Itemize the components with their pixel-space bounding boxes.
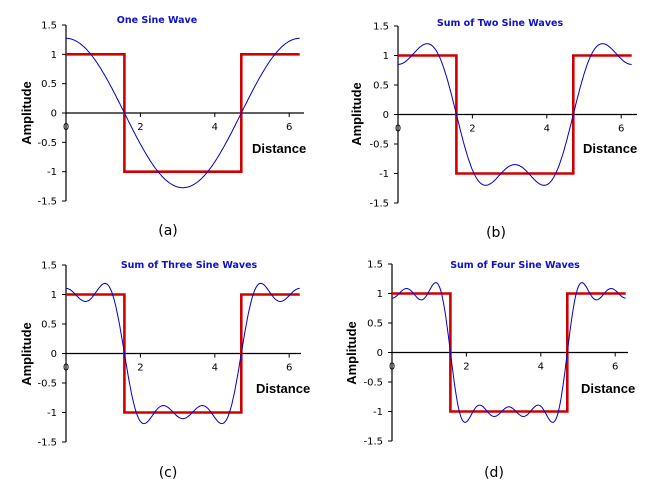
y-tick-label: -1.5	[369, 199, 389, 210]
x-axis-label: Distance	[581, 381, 635, 396]
panel-label: (c)	[159, 465, 178, 481]
y-tick-label: 0.5	[373, 81, 389, 92]
y-tick-label: 1.5	[373, 22, 389, 33]
y-tick-label: -1.5	[37, 438, 57, 449]
square-wave-line	[66, 293, 300, 414]
chart-panel-b: Sum of Two Sine Waves Amplitude Distance…	[349, 18, 637, 241]
y-tick-label: -1	[47, 167, 57, 178]
y-tick-label: 1	[383, 51, 389, 62]
x-axis-label: Distance	[252, 141, 306, 156]
y-tick-label: -0.5	[37, 379, 57, 390]
x-tick-label: 4	[538, 362, 544, 373]
y-tick-label: -1.5	[363, 437, 383, 448]
x-tick-label: 0	[63, 363, 69, 374]
x-tick-label: 0	[63, 122, 69, 133]
y-tick-label: -0.5	[363, 378, 383, 389]
y-tick-label: 0.5	[367, 319, 383, 330]
y-tick-label: -1	[373, 407, 383, 418]
x-tick-label: 6	[286, 363, 292, 374]
x-tick-label: 6	[286, 122, 292, 133]
x-tick-label: 6	[618, 124, 624, 135]
y-tick-label: 1.5	[41, 261, 57, 272]
fourier-sum-line	[392, 282, 626, 423]
fourier-sum-line	[66, 282, 300, 425]
chart-panel-a: One Sine Wave Amplitude Distance (a) 1.5…	[19, 15, 306, 239]
square-wave-line	[398, 54, 632, 175]
y-tick-label: 1.5	[41, 21, 57, 32]
y-tick-label: -0.5	[37, 138, 57, 149]
y-tick-label: -1	[47, 408, 57, 419]
y-axis-label: Amplitude	[344, 321, 359, 385]
y-tick-label: -1.5	[37, 197, 57, 208]
y-axis-label: Amplitude	[19, 322, 34, 386]
chart-title: Sum of Three Sine Waves	[121, 260, 258, 271]
x-tick-label: 0	[395, 124, 401, 135]
y-tick-label: -0.5	[369, 140, 389, 151]
x-tick-label: 0	[389, 362, 395, 373]
x-tick-label: 4	[544, 124, 550, 135]
y-tick-label: 1.5	[367, 260, 383, 271]
y-tick-label: 1	[51, 50, 57, 61]
y-tick-label: 0	[377, 348, 383, 359]
y-tick-label: 0.5	[41, 320, 57, 331]
y-tick-label: 0	[383, 110, 389, 121]
y-tick-label: 1	[377, 289, 383, 300]
fourier-sum-line	[398, 43, 632, 186]
y-axis-label: Amplitude	[19, 81, 34, 145]
y-tick-label: 0	[51, 349, 57, 360]
square-wave-line	[392, 292, 626, 413]
x-tick-label: 4	[212, 122, 218, 133]
x-tick-label: 2	[137, 363, 143, 374]
fourier-sum-line	[66, 37, 300, 189]
y-tick-label: -1	[379, 169, 389, 180]
square-wave-line	[66, 52, 300, 173]
chart-panel-c: Sum of Three Sine Waves Amplitude Distan…	[19, 260, 310, 481]
panel-label: (d)	[484, 465, 504, 481]
x-tick-label: 6	[612, 362, 618, 373]
y-axis-label: Amplitude	[349, 82, 364, 146]
x-axis-label: Distance	[583, 141, 637, 156]
panel-label: (a)	[158, 223, 178, 239]
x-tick-label: 2	[137, 122, 143, 133]
chart-panel-d: Sum of Four Sine Waves Amplitude Distanc…	[344, 260, 635, 482]
y-tick-label: 1	[51, 290, 57, 301]
chart-title: Sum of Four Sine Waves	[450, 260, 580, 271]
chart-title: Sum of Two Sine Waves	[437, 18, 564, 29]
y-tick-label: 0	[51, 109, 57, 120]
y-tick-label: 0.5	[41, 79, 57, 90]
panel-label: (b)	[486, 225, 506, 241]
x-tick-label: 2	[469, 124, 475, 135]
chart-title: One Sine Wave	[117, 15, 197, 26]
x-axis-label: Distance	[256, 381, 310, 396]
x-tick-label: 4	[212, 363, 218, 374]
x-tick-label: 2	[463, 362, 469, 373]
